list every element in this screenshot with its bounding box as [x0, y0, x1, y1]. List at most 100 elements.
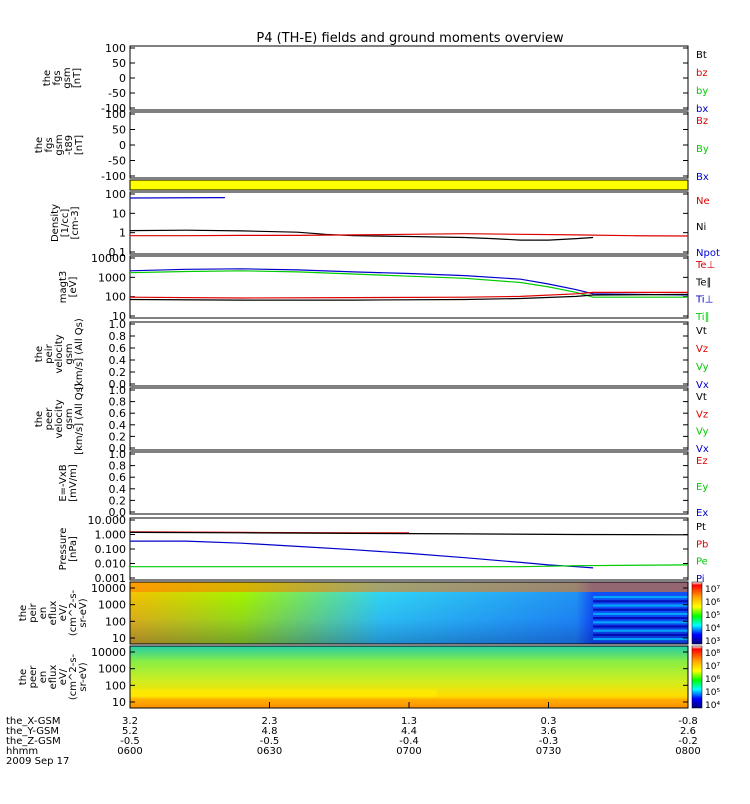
panel-frame [130, 112, 688, 178]
y-tick-label: 1000 [98, 599, 126, 612]
y-tick-label: 50 [112, 57, 126, 70]
y-tick-label: 0 [119, 72, 126, 85]
legend-entry: Ey [696, 482, 708, 493]
legend-entry: Ti⊥ [695, 295, 713, 306]
series-line-green [130, 271, 688, 297]
legend-entry: Vz [696, 344, 708, 355]
y-axis-label: thepeirvelocitygsm[km/s] (All Qs) [34, 318, 85, 390]
legend-entry: Ti∥ [695, 312, 710, 323]
panel-frame [130, 452, 688, 514]
y-axis-label: magt3[eV] [58, 271, 79, 304]
colorbar-tick-label: 10⁵ [705, 611, 720, 621]
y-tick-label: 10000 [91, 646, 126, 659]
legend-entry: Npot [696, 248, 720, 259]
colorbar-tick-label: 10⁸ [705, 649, 720, 659]
ion-spectrogram-stripe [593, 596, 688, 598]
panel-stack: 100500-50-100thefgsgsm[nT]Btbzbybx100500… [18, 42, 720, 711]
legend-entry: Ni [696, 222, 706, 233]
y-axis-label: thefgsgsm-t89[nT] [34, 134, 85, 155]
y-axis-label: thepeirenefluxeV/(cm^2-s-sr-eV) [18, 589, 89, 636]
y-tick-label: 10.000 [88, 514, 127, 527]
series-line-red [130, 234, 688, 236]
y-axis-label: E=-VxB[mV/m] [58, 464, 79, 502]
ion-spectrogram-top-band [130, 582, 688, 592]
legend-entry: Te∥ [695, 277, 712, 288]
colorbar-tick-label: 10⁶ [705, 675, 720, 685]
ion-spectrogram-stripe [593, 600, 688, 602]
panel-peir-velocity: 1.00.80.60.40.20.0thepeirvelocitygsm[km/… [34, 318, 709, 391]
y-axis-label: thepeervelocitygsm[km/s] (All Qs) [34, 383, 85, 455]
legend-entry: Vz [696, 409, 708, 420]
legend-entry: by [696, 86, 708, 97]
colorbar-tick-label: 10³ [705, 637, 720, 647]
y-tick-label: 1 [119, 227, 126, 240]
legend-entry: Pe [696, 557, 708, 568]
panel-frame [130, 46, 688, 110]
panel-peer-velocity: 1.00.80.60.40.20.0thepeervelocitygsm[km/… [34, 383, 709, 455]
y-tick-label: 10000 [91, 252, 126, 265]
y-axis-label-line: sr-eV) [78, 598, 89, 627]
y-tick-label: -50 [108, 87, 126, 100]
y-tick-label: 100 [105, 679, 126, 692]
legend-entry: Pt [696, 522, 706, 533]
legend-entry: Pb [696, 539, 708, 550]
ion-spectrogram-stripe [593, 613, 688, 615]
legend-entry: Ne [696, 196, 710, 207]
y-axis-label-line: [mV/m] [68, 464, 79, 502]
x-tick-label: 0600 [117, 746, 142, 757]
legend-entry: Te⊥ [695, 260, 715, 271]
panel-frame [130, 322, 688, 386]
y-axis-label-line: [nT] [74, 135, 85, 155]
legend-entry: Bt [696, 50, 707, 61]
ion-spectrogram-stripe [593, 621, 688, 623]
x-tick-label: 0800 [675, 746, 700, 757]
y-axis-label: Density[1/cc][cm-3] [50, 204, 81, 242]
y-tick-label: 10 [112, 207, 126, 220]
ion-spectrogram-stripe [593, 630, 688, 632]
ion-spectrogram-stripe [593, 617, 688, 619]
y-axis-label-line: [nT] [72, 68, 83, 88]
y-tick-label: 10 [112, 632, 126, 645]
x-tick-label: 0700 [396, 746, 421, 757]
panel-frame [130, 256, 688, 318]
y-tick-label: 0.010 [95, 558, 127, 571]
legend-entry: Vy [696, 362, 709, 373]
panel-mode-bar [130, 180, 688, 190]
series-line-green [130, 565, 688, 567]
y-axis-label-line: [cm-3] [70, 206, 81, 239]
ion-spectrogram-stripe [593, 638, 688, 640]
y-axis-label-line: sr-eV) [78, 662, 89, 691]
y-axis-label-line: [km/s] (All Qs) [74, 318, 85, 390]
page-title: P4 (TH-E) fields and ground moments over… [256, 31, 564, 46]
colorbar [692, 646, 702, 708]
colorbar-tick-label: 10⁴ [705, 624, 720, 634]
legend-entry: Ex [696, 508, 708, 519]
x-tick-label: 0730 [536, 746, 561, 757]
legend-entry: Bx [696, 172, 709, 183]
panel-frame [130, 192, 688, 254]
panel-frame [130, 388, 688, 450]
series-line-blue [130, 541, 593, 568]
y-tick-label: 10000 [91, 582, 126, 595]
ion-spectrogram-stripe [593, 634, 688, 636]
legend-entry: Vt [696, 326, 707, 337]
colorbar-tick-label: 10⁶ [705, 598, 720, 608]
y-tick-label: 1000 [98, 271, 126, 284]
ion-spectrogram-stripe [593, 625, 688, 627]
date-label: 2009 Sep 17 [6, 756, 69, 767]
colorbar-tick-label: 10⁷ [705, 662, 720, 672]
y-tick-label: 100 [105, 188, 126, 201]
legend-entry: Vy [696, 427, 709, 438]
panel-frame [130, 518, 688, 580]
electron-spectrogram-band [130, 689, 437, 696]
y-tick-label: 1000 [98, 663, 126, 676]
colorbar-tick-label: 10⁴ [705, 701, 720, 711]
legend-entry: Ez [696, 456, 708, 467]
legend-entry: Bz [696, 116, 708, 127]
